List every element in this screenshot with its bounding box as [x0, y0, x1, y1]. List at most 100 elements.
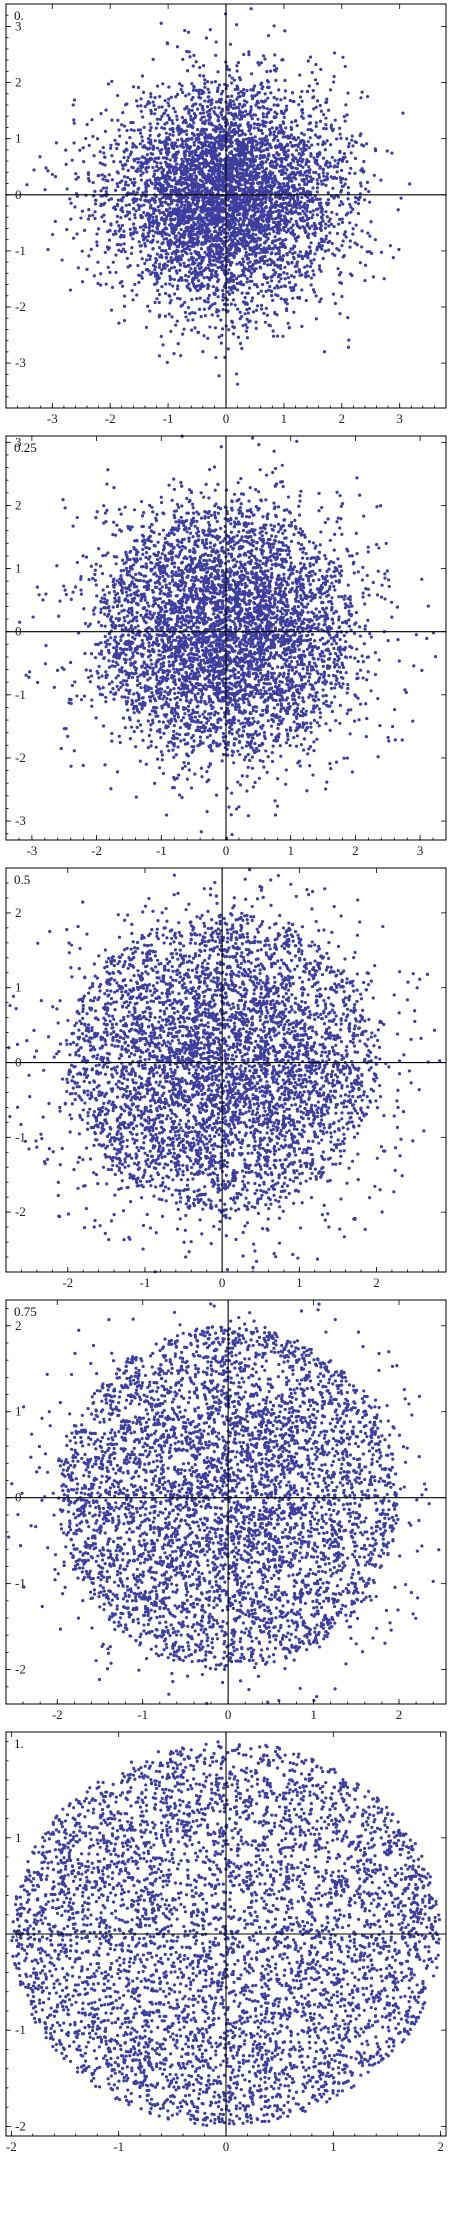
data-point — [138, 164, 143, 168]
data-point — [261, 177, 265, 181]
data-point — [196, 330, 200, 334]
data-point — [230, 180, 234, 184]
data-point — [271, 184, 275, 189]
data-point — [149, 203, 153, 207]
data-point — [298, 73, 302, 77]
data-point — [187, 92, 191, 96]
data-point — [272, 115, 276, 119]
data-point — [328, 161, 332, 165]
data-point — [143, 222, 147, 227]
data-point — [168, 206, 172, 210]
data-point — [157, 354, 162, 358]
data-point — [169, 195, 173, 199]
data-point — [90, 118, 94, 122]
data-point — [177, 214, 182, 218]
data-point — [169, 200, 174, 204]
data-point — [175, 248, 179, 252]
data-point — [297, 103, 301, 107]
data-point — [192, 167, 196, 172]
data-point — [215, 308, 219, 312]
data-point — [156, 240, 160, 244]
data-point — [208, 325, 212, 329]
data-point — [346, 315, 350, 320]
data-point — [353, 200, 358, 204]
data-point — [215, 159, 220, 163]
data-point — [97, 173, 101, 178]
data-point — [168, 132, 172, 136]
data-point — [263, 124, 267, 128]
data-point — [261, 119, 265, 124]
data-point — [268, 120, 272, 125]
data-point — [213, 124, 218, 129]
data-point — [284, 126, 288, 130]
data-point — [175, 162, 179, 166]
data-point — [222, 231, 227, 235]
data-point — [182, 218, 186, 222]
data-point — [253, 222, 258, 226]
data-point — [315, 226, 319, 230]
data-point — [188, 312, 192, 316]
data-point — [203, 250, 207, 254]
data-point — [199, 247, 204, 251]
data-point — [262, 106, 266, 110]
data-point — [174, 225, 178, 229]
data-point — [202, 74, 206, 78]
data-point — [117, 248, 121, 252]
data-point — [134, 199, 138, 203]
data-point — [275, 162, 279, 166]
data-point — [187, 207, 191, 211]
data-point — [276, 186, 280, 190]
data-point — [244, 185, 248, 189]
data-point — [159, 151, 163, 155]
data-point — [279, 98, 283, 102]
data-point — [227, 285, 231, 290]
data-point — [99, 204, 103, 208]
data-point — [231, 153, 235, 158]
data-point — [166, 184, 170, 189]
data-point — [287, 173, 292, 178]
data-point — [230, 76, 234, 80]
data-point — [299, 147, 303, 151]
data-point — [175, 45, 180, 49]
data-point — [115, 170, 119, 174]
data-point — [166, 101, 170, 105]
data-point — [218, 219, 223, 224]
data-point — [190, 180, 194, 184]
data-point — [309, 283, 313, 287]
data-point — [361, 144, 366, 148]
data-point — [287, 227, 291, 231]
data-point — [346, 345, 351, 349]
data-point — [265, 138, 270, 142]
data-point — [248, 170, 253, 174]
data-point — [267, 211, 272, 216]
data-point — [151, 147, 155, 151]
data-point — [155, 176, 160, 180]
data-point — [179, 88, 183, 92]
data-point — [327, 248, 331, 252]
data-point — [114, 253, 118, 257]
data-point — [312, 273, 316, 277]
data-point — [273, 235, 277, 239]
data-point — [79, 216, 83, 220]
data-point — [313, 133, 318, 137]
data-point — [163, 222, 167, 226]
data-point — [207, 254, 211, 259]
data-point — [290, 120, 294, 124]
data-point — [307, 165, 311, 169]
data-point — [181, 90, 185, 95]
data-point — [300, 131, 304, 135]
data-point — [317, 201, 321, 205]
data-point — [264, 289, 268, 293]
data-point — [172, 250, 176, 254]
data-point — [153, 112, 157, 116]
data-point — [265, 107, 270, 111]
data-point — [248, 206, 252, 210]
data-point — [117, 229, 121, 233]
data-point — [308, 136, 312, 140]
data-point — [318, 245, 322, 249]
data-point — [145, 161, 149, 166]
data-point — [321, 256, 325, 261]
data-point — [259, 266, 263, 270]
data-point — [182, 189, 186, 193]
data-point — [110, 178, 115, 182]
